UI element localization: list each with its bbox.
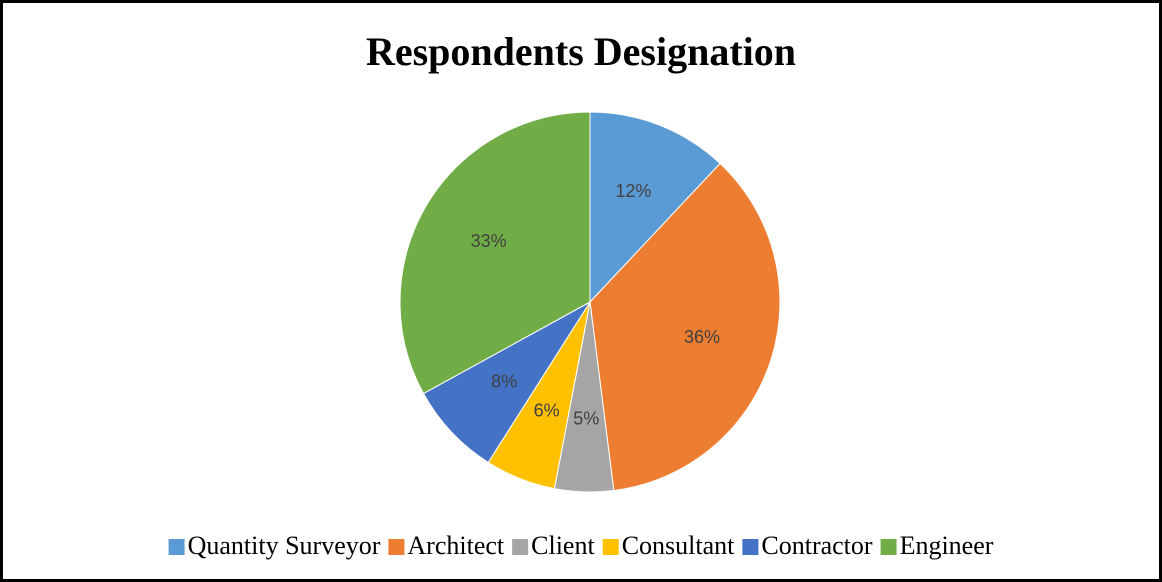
pie-slice bbox=[589, 111, 721, 304]
data-label: 8% bbox=[491, 371, 517, 391]
legend: Quantity Surveyor Architect Client Consulta… bbox=[168, 531, 994, 560]
data-label: 5% bbox=[573, 408, 599, 428]
data-label: 6% bbox=[534, 400, 560, 420]
data-label: 33% bbox=[471, 231, 507, 251]
data-label: 36% bbox=[684, 327, 720, 347]
legend-label: Architect bbox=[407, 531, 505, 560]
chart-title: Respondents Designation bbox=[366, 29, 796, 74]
data-label: 12% bbox=[615, 181, 651, 201]
legend-label: Contractor bbox=[761, 531, 873, 560]
legend-label: Engineer bbox=[900, 531, 994, 560]
legend-swatch bbox=[602, 539, 619, 555]
legend-swatch bbox=[388, 539, 405, 555]
pie-slice bbox=[399, 111, 591, 395]
pie-slice bbox=[422, 301, 591, 464]
legend-swatch bbox=[742, 539, 759, 555]
legend-label: Consultant bbox=[622, 531, 735, 560]
legend-label: Client bbox=[531, 531, 595, 560]
legend-swatch bbox=[168, 539, 185, 555]
legend-swatch bbox=[512, 539, 529, 555]
legend-label: Quantity Surveyor bbox=[188, 531, 381, 560]
pie-slice bbox=[589, 162, 781, 492]
legend-swatch bbox=[880, 539, 897, 555]
